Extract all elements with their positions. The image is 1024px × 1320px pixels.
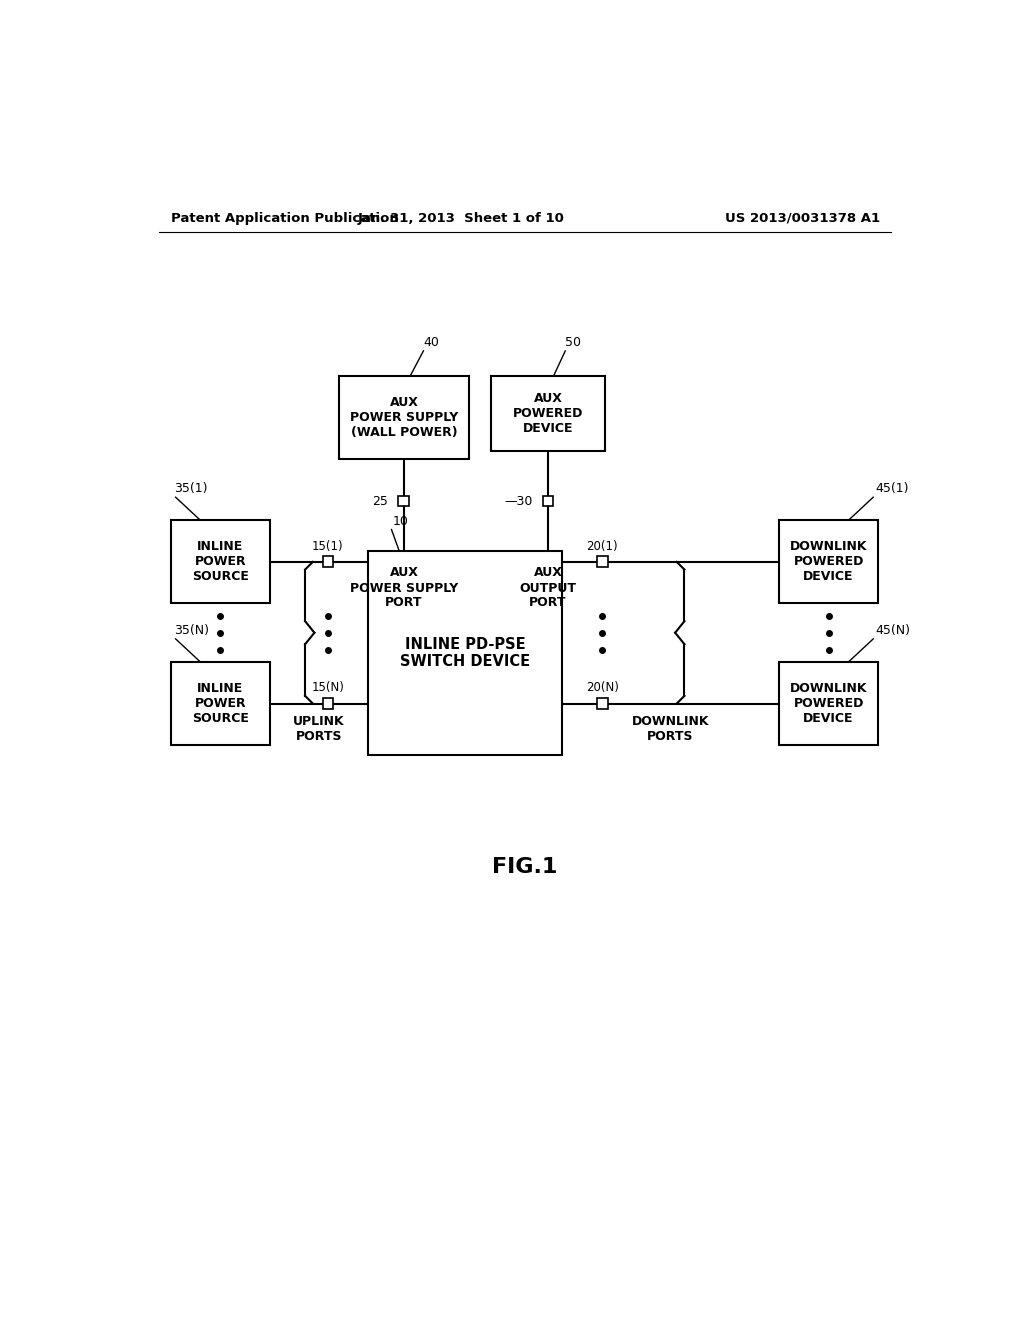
Text: 45(N): 45(N) [876,623,910,636]
Bar [171,520,270,603]
Bar [490,375,605,451]
Text: 10: 10 [393,515,409,528]
Text: DOWNLINK
PORTS: DOWNLINK PORTS [632,715,710,743]
Text: Patent Application Publication: Patent Application Publication [171,213,398,224]
Text: INLINE PD-PSE
SWITCH DEVICE: INLINE PD-PSE SWITCH DEVICE [400,638,530,669]
Text: INLINE
POWER
SOURCE: INLINE POWER SOURCE [191,540,249,583]
Bar [171,663,270,744]
Text: US 2013/0031378 A1: US 2013/0031378 A1 [725,213,880,224]
Text: UPLINK
PORTS: UPLINK PORTS [293,715,345,743]
Text: Jan. 31, 2013  Sheet 1 of 10: Jan. 31, 2013 Sheet 1 of 10 [357,213,564,224]
Bar [779,663,879,744]
Text: FIG.1: FIG.1 [493,857,557,876]
Text: 45(1): 45(1) [876,482,908,495]
Text: 35(1): 35(1) [174,482,207,495]
Text: —30: —30 [504,495,532,508]
Text: 50: 50 [565,335,582,348]
Text: 40: 40 [424,335,439,348]
Bar [597,698,607,709]
Text: 15(1): 15(1) [312,540,344,553]
Text: DOWNLINK
POWERED
DEVICE: DOWNLINK POWERED DEVICE [790,540,867,583]
Text: AUX
POWERED
DEVICE: AUX POWERED DEVICE [513,392,584,434]
Bar [779,520,879,603]
Text: AUX
POWER SUPPLY
PORT: AUX POWER SUPPLY PORT [350,566,458,610]
Text: 20(N): 20(N) [586,681,618,694]
Text: AUX
OUTPUT
PORT: AUX OUTPUT PORT [519,566,577,610]
Bar [323,698,334,709]
Text: DOWNLINK
POWERED
DEVICE: DOWNLINK POWERED DEVICE [790,682,867,725]
Text: AUX
POWER SUPPLY
(WALL POWER): AUX POWER SUPPLY (WALL POWER) [350,396,458,438]
Bar [369,552,562,755]
Bar [597,557,607,568]
Text: INLINE
POWER
SOURCE: INLINE POWER SOURCE [191,682,249,725]
Text: 20(1): 20(1) [587,540,618,553]
Bar [323,557,334,568]
Text: 35(N): 35(N) [174,623,209,636]
Bar [339,376,469,459]
Bar [398,496,410,507]
Text: 25: 25 [373,495,388,508]
Text: 15(N): 15(N) [311,681,344,694]
Bar [543,496,554,507]
